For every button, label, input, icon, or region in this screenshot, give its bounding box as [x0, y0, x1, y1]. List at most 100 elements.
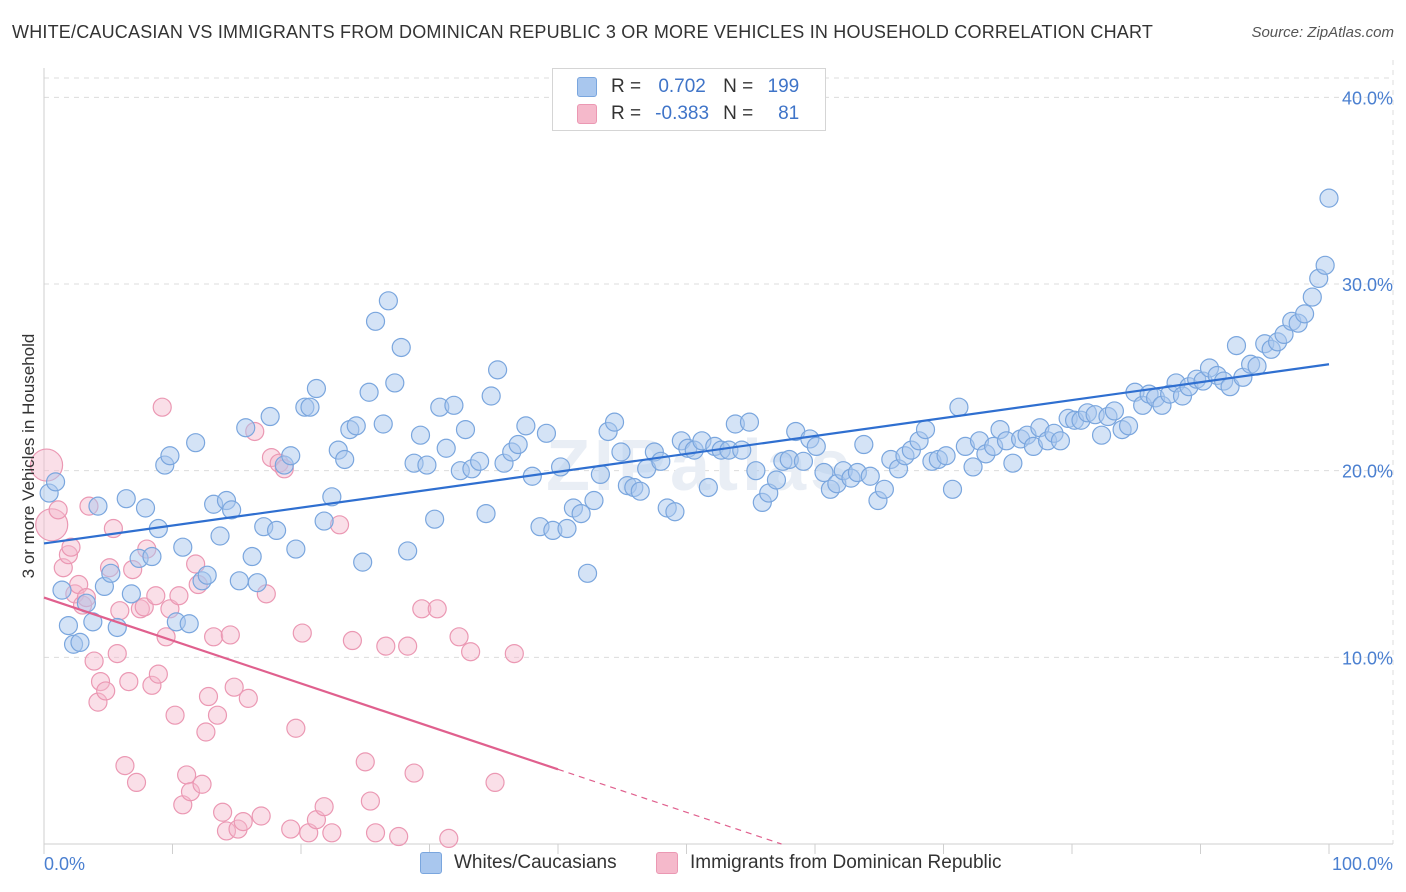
data-point-whites: [346, 416, 366, 436]
legend-item-whites-label: Whites/Caucasians: [454, 852, 617, 873]
data-point-whites: [186, 433, 206, 453]
data-point-dominican: [152, 397, 172, 417]
data-point-dominican: [389, 826, 409, 847]
data-point-dominican: [61, 537, 81, 557]
data-point-whites: [306, 378, 327, 399]
trend-lines: [43, 363, 1330, 845]
trend-line-dominican-extrapolated: [557, 768, 782, 845]
data-point-whites: [571, 503, 591, 524]
legend-row-dominican: R = -0.383 N = 81: [577, 101, 799, 127]
legend-r-label: R =: [611, 76, 642, 97]
data-point-whites: [359, 382, 379, 402]
legend-item-whites[interactable]: Whites/Caucasians: [420, 852, 617, 874]
data-point-dominican: [292, 623, 312, 643]
data-point-whites: [335, 449, 355, 470]
data-point-whites: [45, 472, 66, 492]
data-point-dominican: [134, 597, 154, 617]
data-point-whites: [425, 509, 445, 529]
data-point-dominican: [96, 681, 116, 701]
data-point-whites: [806, 436, 826, 456]
series-legend: Whites/Caucasians Immigrants from Domini…: [0, 852, 1406, 878]
data-point-dominican: [165, 705, 185, 725]
data-point-whites: [436, 438, 456, 458]
data-point-whites: [378, 291, 398, 311]
data-point-dominican: [355, 752, 375, 772]
data-point-whites: [949, 397, 969, 417]
data-point-whites: [1302, 287, 1322, 307]
data-point-dominican: [192, 774, 212, 794]
data-point-dominican: [146, 586, 166, 606]
data-point-dominican: [365, 823, 386, 843]
data-point-dominican: [398, 636, 418, 656]
data-point-whites: [1315, 255, 1335, 275]
data-point-dominican: [198, 686, 219, 707]
legend-r-value-whites: 0.702: [658, 76, 706, 97]
data-point-dominican: [233, 811, 253, 832]
data-point-dominican: [360, 791, 380, 811]
data-point-dominican: [251, 806, 271, 826]
data-point-whites: [242, 546, 262, 567]
data-point-dominican: [376, 636, 396, 656]
data-point-whites: [229, 571, 249, 591]
legend-r-label: R =: [611, 103, 642, 124]
data-point-dominican: [58, 545, 79, 565]
data-point-dominican: [485, 772, 505, 793]
data-point-dominican: [207, 705, 228, 725]
data-point-whites: [88, 496, 108, 516]
data-point-dominican: [177, 765, 197, 785]
data-point-whites: [455, 420, 476, 440]
data-point-dominican: [196, 722, 216, 742]
legend-n-label: N =: [723, 103, 754, 124]
data-point-whites: [353, 552, 373, 572]
data-point-whites: [410, 425, 431, 445]
data-point-whites: [173, 537, 193, 557]
data-point-dominican: [110, 601, 130, 621]
chart-title: WHITE/CAUCASIAN VS IMMIGRANTS FROM DOMIN…: [12, 22, 1154, 42]
data-point-whites: [508, 434, 528, 455]
data-point-dominican: [220, 625, 240, 645]
data-point-dominican: [148, 664, 168, 684]
legend-item-dominican-label: Immigrants from Dominican Republic: [690, 852, 1002, 873]
data-point-dominican: [84, 651, 104, 671]
legend-row-whites: R = 0.702 N = 199: [577, 74, 799, 100]
data-point-whites: [665, 502, 685, 522]
data-point-dominican: [281, 819, 301, 839]
data-point-dominican: [449, 627, 469, 647]
data-point-whites: [1050, 431, 1071, 451]
data-point-whites: [604, 412, 625, 432]
data-point-whites: [481, 386, 501, 406]
legend-n-value-whites: 199: [767, 76, 800, 97]
data-point-dominican: [412, 599, 432, 619]
pink-swatch-icon: [577, 104, 597, 124]
data-point-whites: [854, 434, 874, 455]
data-point-whites: [942, 479, 963, 499]
data-point-dominican: [186, 554, 206, 574]
data-point-dominican: [286, 718, 306, 738]
data-point-whites: [365, 311, 386, 331]
data-point-whites: [266, 520, 287, 541]
data-point-whites: [766, 470, 787, 490]
data-point-whites: [860, 466, 880, 486]
data-point-dominican: [115, 755, 135, 776]
data-point-whites: [746, 461, 766, 481]
data-point-dominican: [48, 500, 68, 520]
data-point-whites: [101, 563, 121, 583]
data-point-dominican: [342, 630, 362, 651]
data-point-whites: [210, 526, 230, 546]
series-immigrants-dominican-republic-points: [29, 397, 524, 849]
axes: [43, 68, 1393, 854]
data-point-dominican: [88, 692, 108, 712]
data-point-whites: [58, 615, 79, 636]
data-point-whites: [476, 503, 496, 524]
data-point-whites: [577, 563, 598, 583]
data-point-whites: [630, 481, 650, 501]
data-point-whites: [1319, 188, 1339, 208]
gridlines: [44, 60, 1394, 844]
legend-item-dominican[interactable]: Immigrants from Dominican Republic: [656, 852, 1002, 874]
data-point-whites: [385, 373, 405, 393]
data-point-whites: [739, 412, 760, 432]
data-point-dominican: [35, 508, 69, 542]
data-point-dominican: [169, 586, 189, 606]
data-point-dominican: [238, 688, 258, 709]
data-point-whites: [314, 511, 334, 531]
